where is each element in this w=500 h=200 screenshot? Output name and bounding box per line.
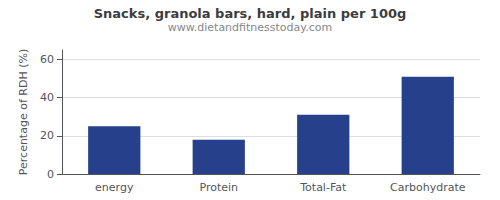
svg-text:www.dietandfitnesstoday.com: www.dietandfitnesstoday.com bbox=[168, 21, 332, 34]
svg-text:Snacks, granola bars, hard, pl: Snacks, granola bars, hard, plain per 10… bbox=[94, 6, 407, 21]
svg-text:energy: energy bbox=[95, 181, 134, 194]
svg-text:60: 60 bbox=[40, 53, 54, 66]
svg-text:Percentage of RDH (%): Percentage of RDH (%) bbox=[17, 49, 30, 175]
svg-text:Protein: Protein bbox=[199, 181, 238, 194]
svg-text:40: 40 bbox=[40, 91, 54, 104]
svg-text:0: 0 bbox=[47, 168, 54, 181]
svg-text:20: 20 bbox=[40, 129, 54, 142]
svg-text:Total-Fat: Total-Fat bbox=[299, 181, 347, 194]
svg-text:Carbohydrate: Carbohydrate bbox=[390, 181, 466, 194]
